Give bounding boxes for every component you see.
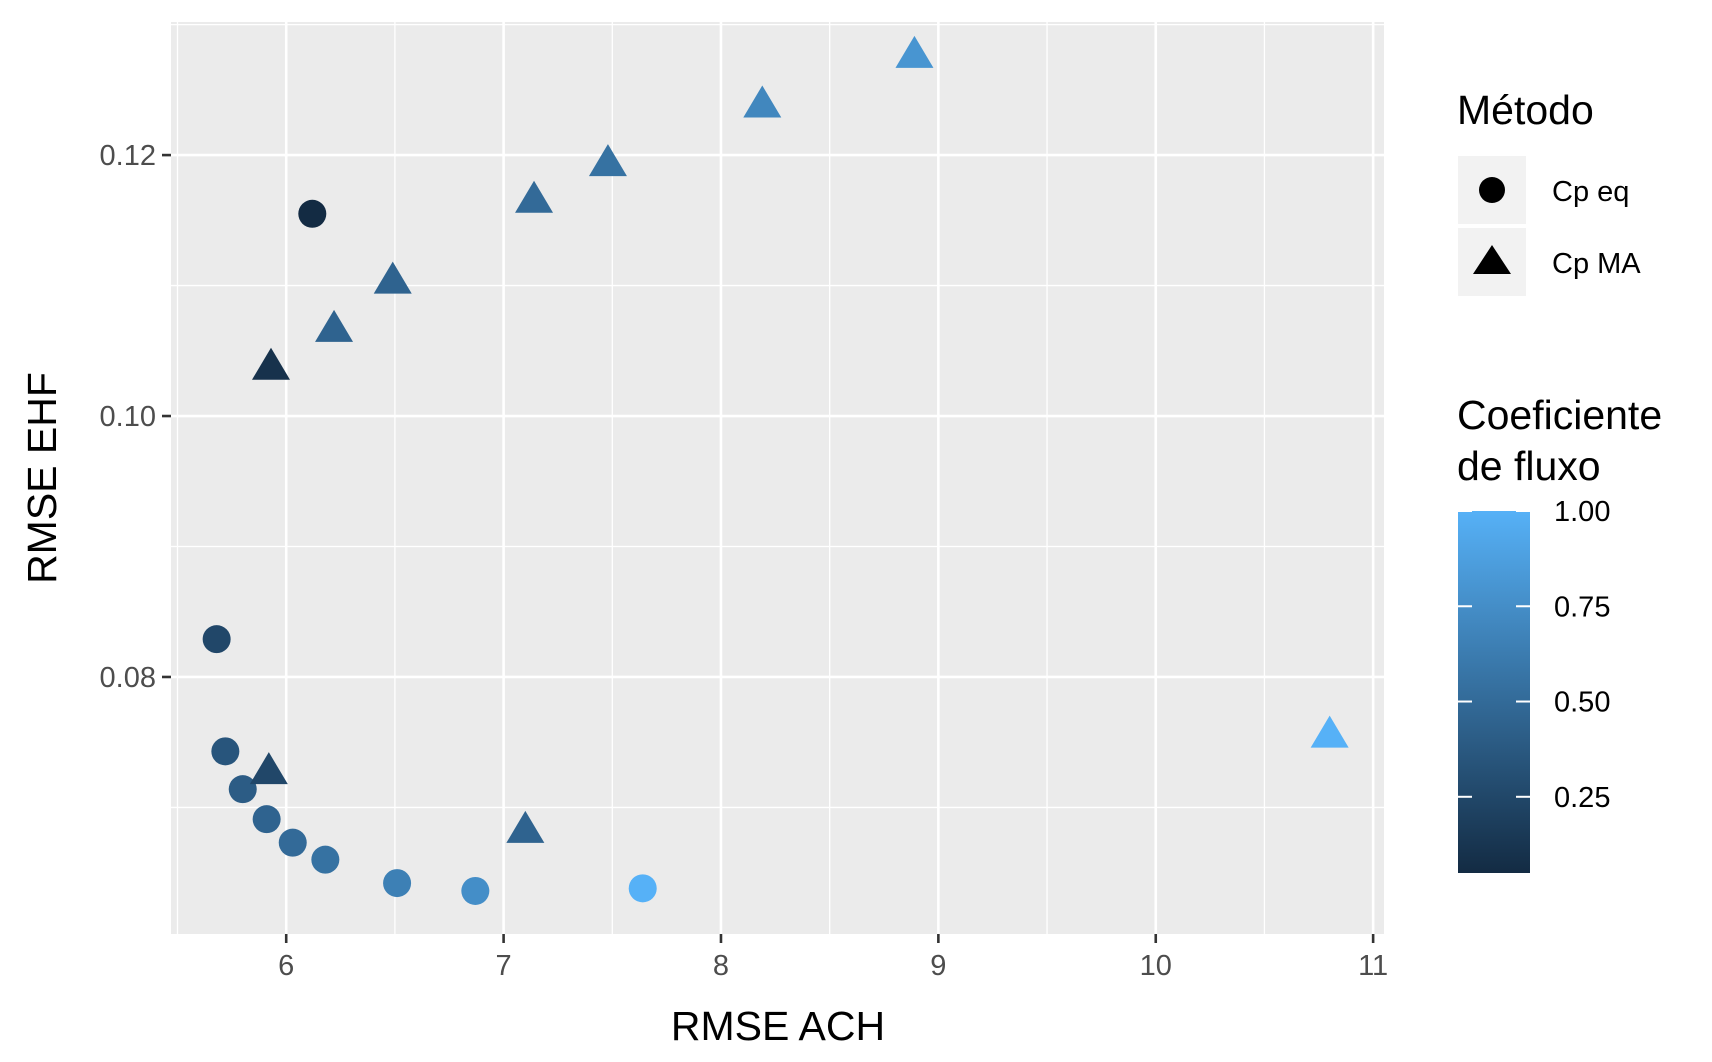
color-legend-title-line-1: Coeficiente bbox=[1457, 392, 1662, 438]
triangle-point bbox=[251, 347, 290, 380]
y-tick-label: 0.12 bbox=[100, 140, 156, 172]
circle-point bbox=[252, 805, 281, 834]
circle-point bbox=[202, 625, 231, 654]
axis-ticks bbox=[162, 153, 1375, 943]
triangle-point bbox=[895, 35, 934, 68]
legend-label-cp-eq: Cp eq bbox=[1552, 176, 1629, 208]
circle-point bbox=[628, 874, 657, 903]
legend-label-cp-ma: Cp MA bbox=[1552, 248, 1641, 280]
triangle-point bbox=[249, 752, 288, 785]
triangle-point bbox=[515, 180, 554, 213]
circle-point bbox=[278, 828, 307, 857]
x-tick-label: 7 bbox=[496, 950, 512, 982]
shape-legend: Método Cp eq Cp MA bbox=[1457, 87, 1641, 296]
circle-point bbox=[298, 199, 327, 228]
triangle-legend-key bbox=[1473, 245, 1511, 274]
y-tick-label: 0.10 bbox=[100, 401, 156, 433]
colorbar-tick-label: 1.00 bbox=[1554, 496, 1610, 528]
triangle-point bbox=[743, 85, 782, 118]
colorbar-tick-label: 0.50 bbox=[1554, 687, 1610, 719]
colorbar-tick-label: 0.25 bbox=[1554, 782, 1610, 814]
x-tick-label: 11 bbox=[1358, 950, 1388, 982]
triangle-point bbox=[315, 309, 354, 342]
colorbar-tick-label: 0.75 bbox=[1554, 591, 1610, 623]
triangle-point bbox=[588, 144, 627, 177]
y-tick-label: 0.08 bbox=[100, 662, 156, 694]
color-legend: Coeficiente de fluxo 0.25 0.50 0.75 1.00 bbox=[1457, 392, 1662, 873]
x-tick-label: 9 bbox=[930, 950, 946, 982]
x-tick-label: 8 bbox=[713, 950, 729, 982]
circle-point bbox=[461, 876, 490, 905]
colorbar bbox=[1458, 511, 1530, 873]
circle-point bbox=[383, 869, 412, 898]
y-axis-tick-labels: 0.08 0.10 0.12 bbox=[100, 140, 156, 694]
plot-panel bbox=[171, 22, 1384, 934]
color-legend-title-line-2: de fluxo bbox=[1457, 443, 1601, 489]
data-points bbox=[202, 35, 1349, 905]
x-axis-title: RMSE ACH bbox=[671, 1003, 885, 1049]
y-axis-title: RMSE EHF bbox=[19, 372, 65, 584]
circle-legend-key bbox=[1479, 177, 1505, 203]
triangle-point bbox=[506, 810, 545, 843]
triangle-point bbox=[1310, 715, 1349, 748]
circle-point bbox=[211, 737, 240, 766]
colorbar-ticks: 0.25 0.50 0.75 1.00 bbox=[1458, 496, 1610, 814]
circle-point bbox=[311, 845, 340, 874]
triangle-point bbox=[373, 261, 412, 294]
x-tick-label: 6 bbox=[278, 950, 294, 982]
shape-legend-title: Método bbox=[1457, 87, 1594, 133]
x-axis-tick-labels: 6 7 8 9 10 11 bbox=[278, 950, 1388, 982]
circle-point bbox=[228, 775, 257, 804]
x-tick-label: 10 bbox=[1140, 950, 1172, 982]
major-gridlines bbox=[171, 22, 1384, 934]
